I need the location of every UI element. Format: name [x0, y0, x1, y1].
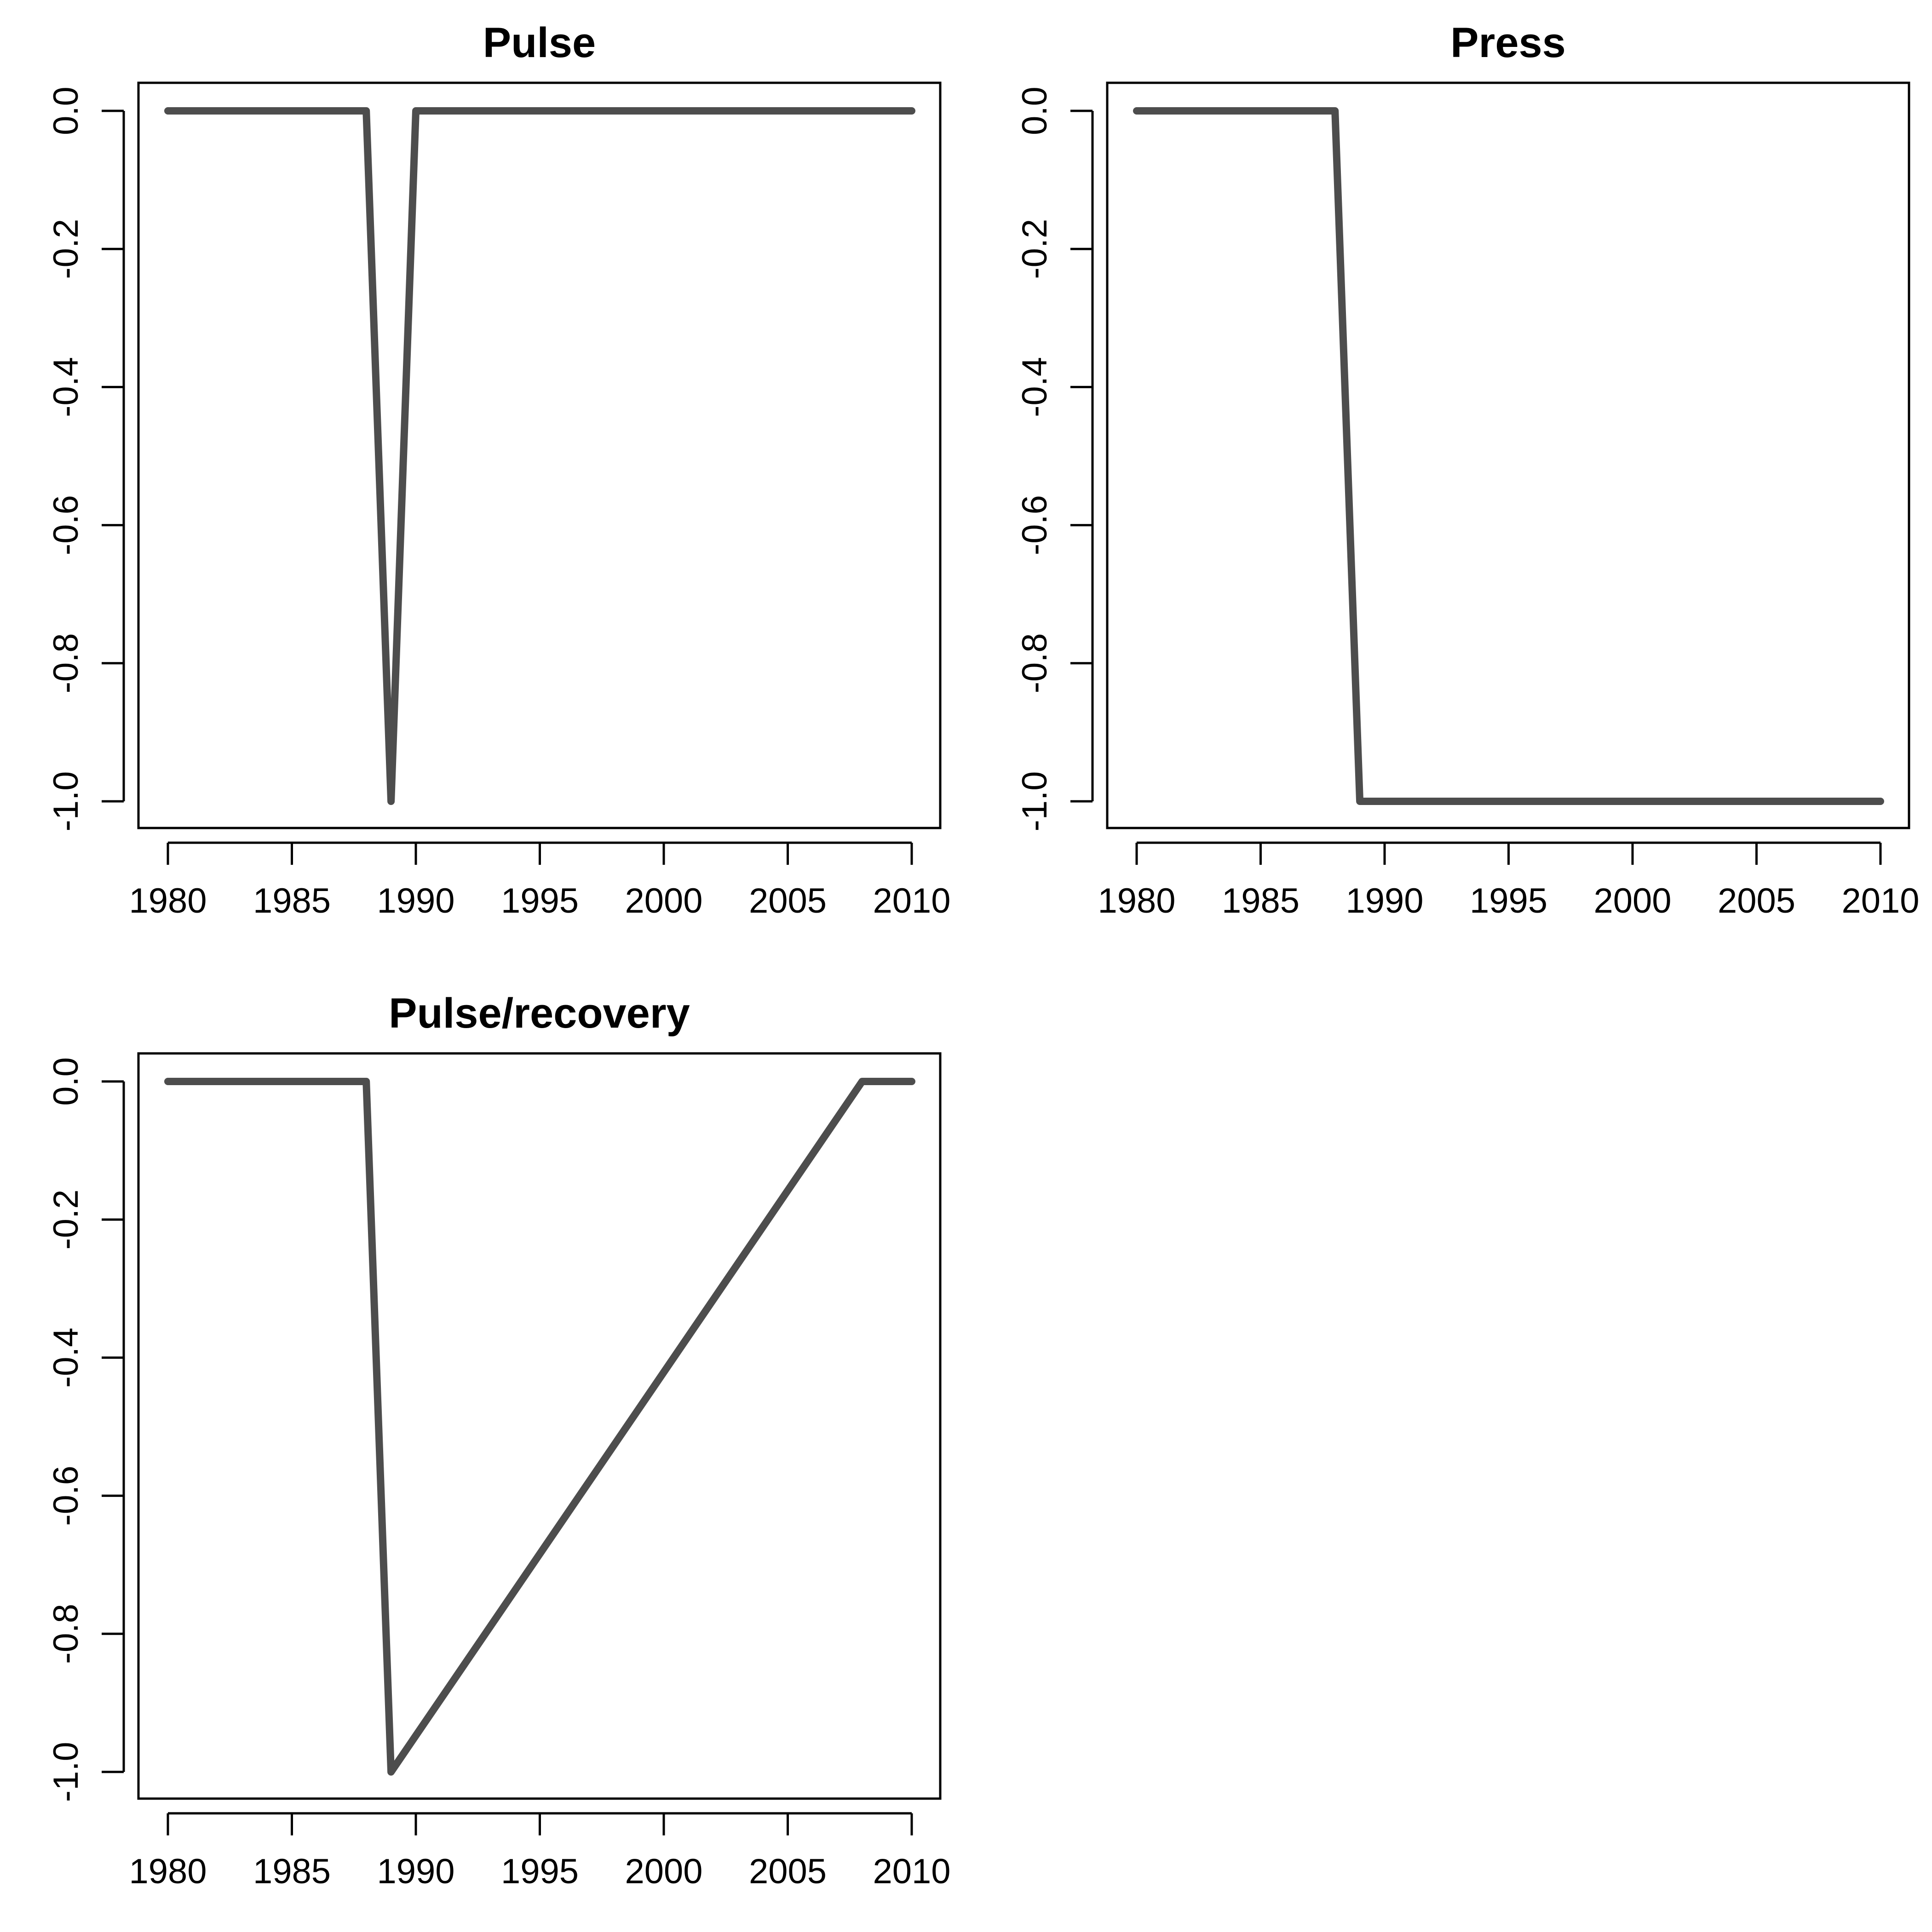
- y-tick-label: 0.0: [46, 86, 86, 135]
- x-tick-label: 1990: [1346, 881, 1423, 920]
- y-tick-label: -1.0: [1015, 771, 1054, 832]
- x-tick-label: 1995: [501, 881, 579, 920]
- series-line: [164, 107, 915, 805]
- y-tick-label: -0.6: [46, 495, 86, 555]
- plot-frame: [1106, 81, 1910, 829]
- x-tick-label: 1995: [501, 1852, 579, 1891]
- x-tick-label: 1980: [129, 881, 207, 920]
- x-tick-label: 1990: [377, 881, 454, 920]
- y-tick-label: -0.8: [1015, 633, 1054, 693]
- chart-panel-3: Pulse/recovery 1980 1985 1990 1995 2000 2005 20…: [46, 990, 951, 1891]
- x-tick-label: 2005: [749, 1852, 827, 1891]
- x-tick-label: 1995: [1470, 881, 1547, 920]
- x-tick-label: 2005: [749, 881, 827, 920]
- chart-panel-1: Pulse 1980 1985 1990 1995 2000 2005 2010 -1.0 -0.…: [46, 19, 951, 920]
- y-tick-label: -0.6: [1015, 495, 1054, 555]
- y-tick-label: -0.8: [46, 1604, 86, 1664]
- y-tick-label: 0.0: [1015, 86, 1054, 135]
- chart-title: Pulse: [483, 19, 596, 66]
- x-tick-label: 2010: [873, 881, 950, 920]
- plot-frame: [137, 1052, 942, 1800]
- chart-panel-2: Press 1980 1985 1990 1995 2000 2005 2010 -1.0 -0.…: [1015, 19, 1920, 920]
- y-tick-label: -0.4: [1015, 357, 1054, 417]
- y-tick-label: -0.4: [46, 357, 86, 417]
- y-tick-label: -0.6: [46, 1466, 86, 1526]
- x-tick-label: 2000: [625, 1852, 702, 1891]
- y-tick-label: -1.0: [46, 771, 86, 832]
- y-tick-label: -0.8: [46, 633, 86, 693]
- x-tick-label: 2005: [1718, 881, 1795, 920]
- x-tick-label: 1990: [377, 1852, 454, 1891]
- y-tick-label: -0.2: [46, 219, 86, 279]
- y-tick-label: 0.0: [46, 1057, 86, 1106]
- x-tick-label: 2000: [625, 881, 702, 920]
- chart-title: Press: [1450, 19, 1566, 66]
- x-tick-label: 1985: [253, 881, 331, 920]
- y-tick-label: -0.2: [46, 1190, 86, 1250]
- x-tick-label: 1980: [1098, 881, 1175, 920]
- plot-frame: [137, 81, 942, 829]
- x-tick-label: 1980: [129, 1852, 207, 1891]
- x-tick-label: 2010: [873, 1852, 950, 1891]
- x-tick-label: 2010: [1841, 881, 1919, 920]
- x-tick-label: 1985: [253, 1852, 331, 1891]
- x-tick-label: 2000: [1593, 881, 1671, 920]
- series-line: [164, 1078, 915, 1776]
- y-tick-label: -0.4: [46, 1328, 86, 1388]
- series-line: [1133, 107, 1884, 805]
- y-tick-label: -1.0: [46, 1742, 86, 1802]
- x-tick-label: 1985: [1222, 881, 1300, 920]
- chart-title: Pulse/recovery: [389, 990, 690, 1037]
- y-tick-label: -0.2: [1015, 219, 1054, 279]
